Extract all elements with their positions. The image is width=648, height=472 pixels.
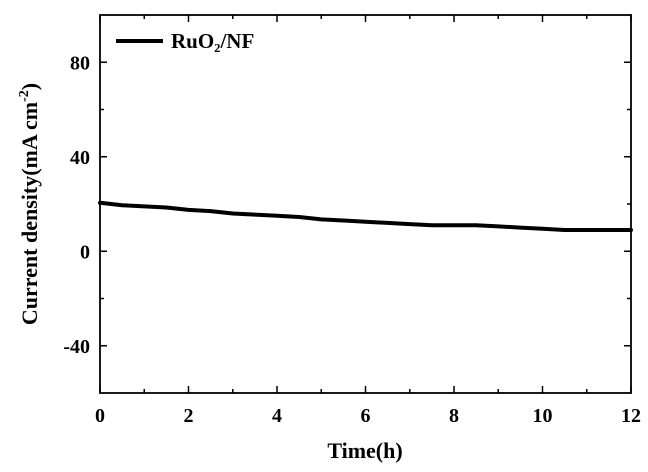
y-axis-title-main: Current density(mA cm <box>17 102 42 325</box>
x-tick-label: 10 <box>533 405 553 427</box>
legend: RuO₂/NF <box>116 29 254 53</box>
plot-frame <box>99 14 632 394</box>
x-tick-label: 8 <box>449 405 459 427</box>
x-tick-label: 0 <box>95 405 105 427</box>
y-axis-title: Current density(mA cm-2) <box>17 83 42 325</box>
x-tick-label: 4 <box>272 405 282 427</box>
y-tick-label: 40 <box>70 147 90 169</box>
series-layer <box>98 200 633 232</box>
y-tick-label: -40 <box>63 336 90 358</box>
y-tick-label: 0 <box>80 241 90 263</box>
y-tick-labels: -40 0 40 80 <box>63 52 90 358</box>
y-axis-title-suffix: ) <box>17 83 42 90</box>
series-line <box>98 200 633 232</box>
y-tick-label: 80 <box>70 52 90 74</box>
y-axis-title-superscript: -2 <box>17 90 32 102</box>
x-tick-label: 6 <box>361 405 371 427</box>
legend-label: RuO₂/NF <box>171 29 254 53</box>
x-axis-title: Time(h) <box>327 438 402 463</box>
x-tick-label: 2 <box>184 405 194 427</box>
axis-ticks <box>99 15 632 393</box>
x-tick-labels: 0 2 4 6 8 10 12 <box>95 405 641 427</box>
x-tick-label: 12 <box>621 405 641 427</box>
